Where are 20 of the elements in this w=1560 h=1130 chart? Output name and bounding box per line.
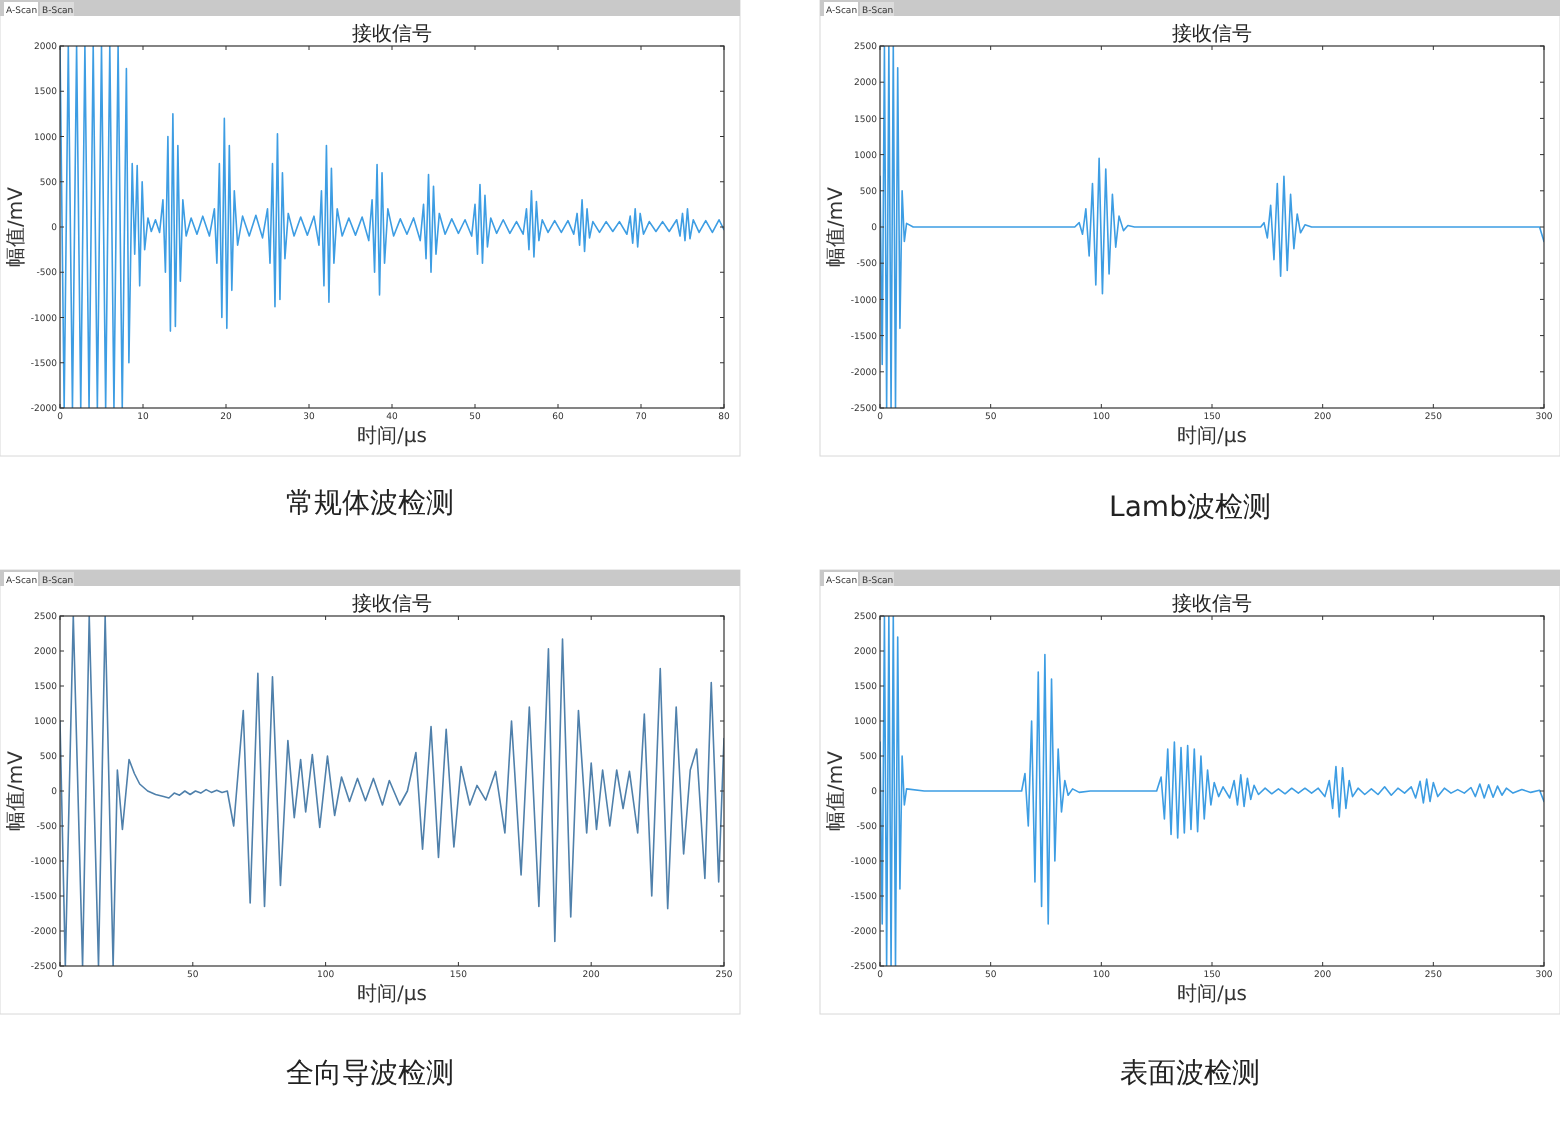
line-series (880, 616, 1544, 966)
x-axis-title: 时间/μs (357, 982, 427, 1006)
y-axis-title: 幅值/mV (824, 186, 848, 267)
text: 全向导波检测 (286, 1058, 454, 1090)
text: 常规体波检测 (286, 488, 454, 520)
y-axis-title: 幅值/mV (4, 186, 28, 267)
text: Lamb波检测 (1109, 492, 1271, 524)
x-axis-title: 时间/μs (357, 424, 427, 448)
text: 表面波检测 (1120, 1058, 1260, 1090)
line-series (60, 46, 724, 408)
chart-title: 接收信号 (1172, 592, 1252, 616)
y-axis-title: 幅值/mV (4, 750, 28, 831)
x-axis-title: 时间/μs (1177, 982, 1247, 1006)
chart-title: 接收信号 (1172, 22, 1252, 46)
y-axis-title: 幅值/mV (824, 750, 848, 831)
line-series (880, 46, 1544, 408)
chart-title: 接收信号 (352, 22, 432, 46)
x-axis-title: 时间/μs (1177, 424, 1247, 448)
line-series (60, 616, 724, 966)
chart-title: 接收信号 (352, 592, 432, 616)
